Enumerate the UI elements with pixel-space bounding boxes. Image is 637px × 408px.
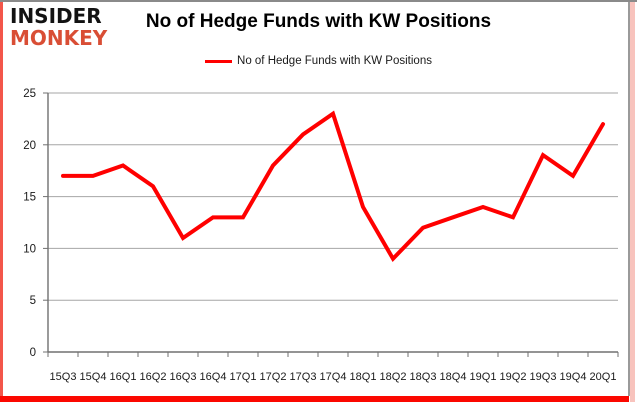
x-tick-label-19Q1: 19Q1: [470, 371, 497, 383]
legend-line-swatch: [205, 59, 233, 63]
y-tick-label-10: 10: [23, 243, 36, 255]
y-tick-label-0: 0: [30, 347, 36, 359]
x-tick-label-18Q3: 18Q3: [410, 371, 437, 383]
chart-area: 0 5 10 15 20 25 15Q3 15Q4 16Q1 16Q2 16Q3 16Q4 17Q1 17…: [0, 80, 637, 392]
y-tick-label-25: 25: [23, 88, 36, 100]
chart-legend: No of Hedge Funds with KW Positions: [0, 55, 637, 67]
border-left: [0, 2, 3, 401]
x-tick-label-15Q3: 15Q3: [50, 371, 77, 383]
x-tick-label-16Q3: 16Q3: [170, 371, 197, 383]
y-tick-label-15: 15: [23, 192, 36, 204]
x-tick-label-16Q2: 16Q2: [140, 371, 167, 383]
x-tick-label-20Q1: 20Q1: [590, 371, 617, 383]
x-tick-label-19Q3: 19Q3: [530, 371, 557, 383]
y-tick-label-5: 5: [30, 295, 36, 307]
y-tick-label-20: 20: [23, 140, 36, 152]
legend-label: No of Hedge Funds with KW Positions: [237, 55, 432, 67]
border-right-gray-line: [628, 2, 630, 396]
x-tick-label-19Q2: 19Q2: [500, 371, 527, 383]
border-bottom: [0, 396, 629, 402]
x-tick-label-18Q4: 18Q4: [440, 371, 467, 383]
x-tick-label-17Q1: 17Q1: [230, 371, 257, 383]
x-tick-label-16Q1: 16Q1: [110, 371, 137, 383]
x-tick-label-15Q4: 15Q4: [80, 371, 107, 383]
page-title: No of Hedge Funds with KW Positions: [145, 11, 492, 32]
x-tick-label-18Q1: 18Q1: [350, 371, 377, 383]
x-tick-label-16Q4: 16Q4: [200, 371, 227, 383]
x-tick-label-17Q4: 17Q4: [320, 371, 347, 383]
x-tick-label-19Q4: 19Q4: [560, 371, 587, 383]
x-tick-label-17Q3: 17Q3: [290, 371, 317, 383]
border-right-pink: [630, 2, 635, 402]
logo-line-insider: INSIDER: [10, 4, 102, 28]
x-tick-label-18Q2: 18Q2: [380, 371, 407, 383]
x-tick-label-17Q2: 17Q2: [260, 371, 287, 383]
logo-line-monkey: MONKEY: [10, 26, 108, 50]
border-top: [0, 0, 637, 2]
insider-monkey-logo: INSIDER MONKEY: [10, 5, 107, 49]
data-line: [61, 110, 605, 263]
